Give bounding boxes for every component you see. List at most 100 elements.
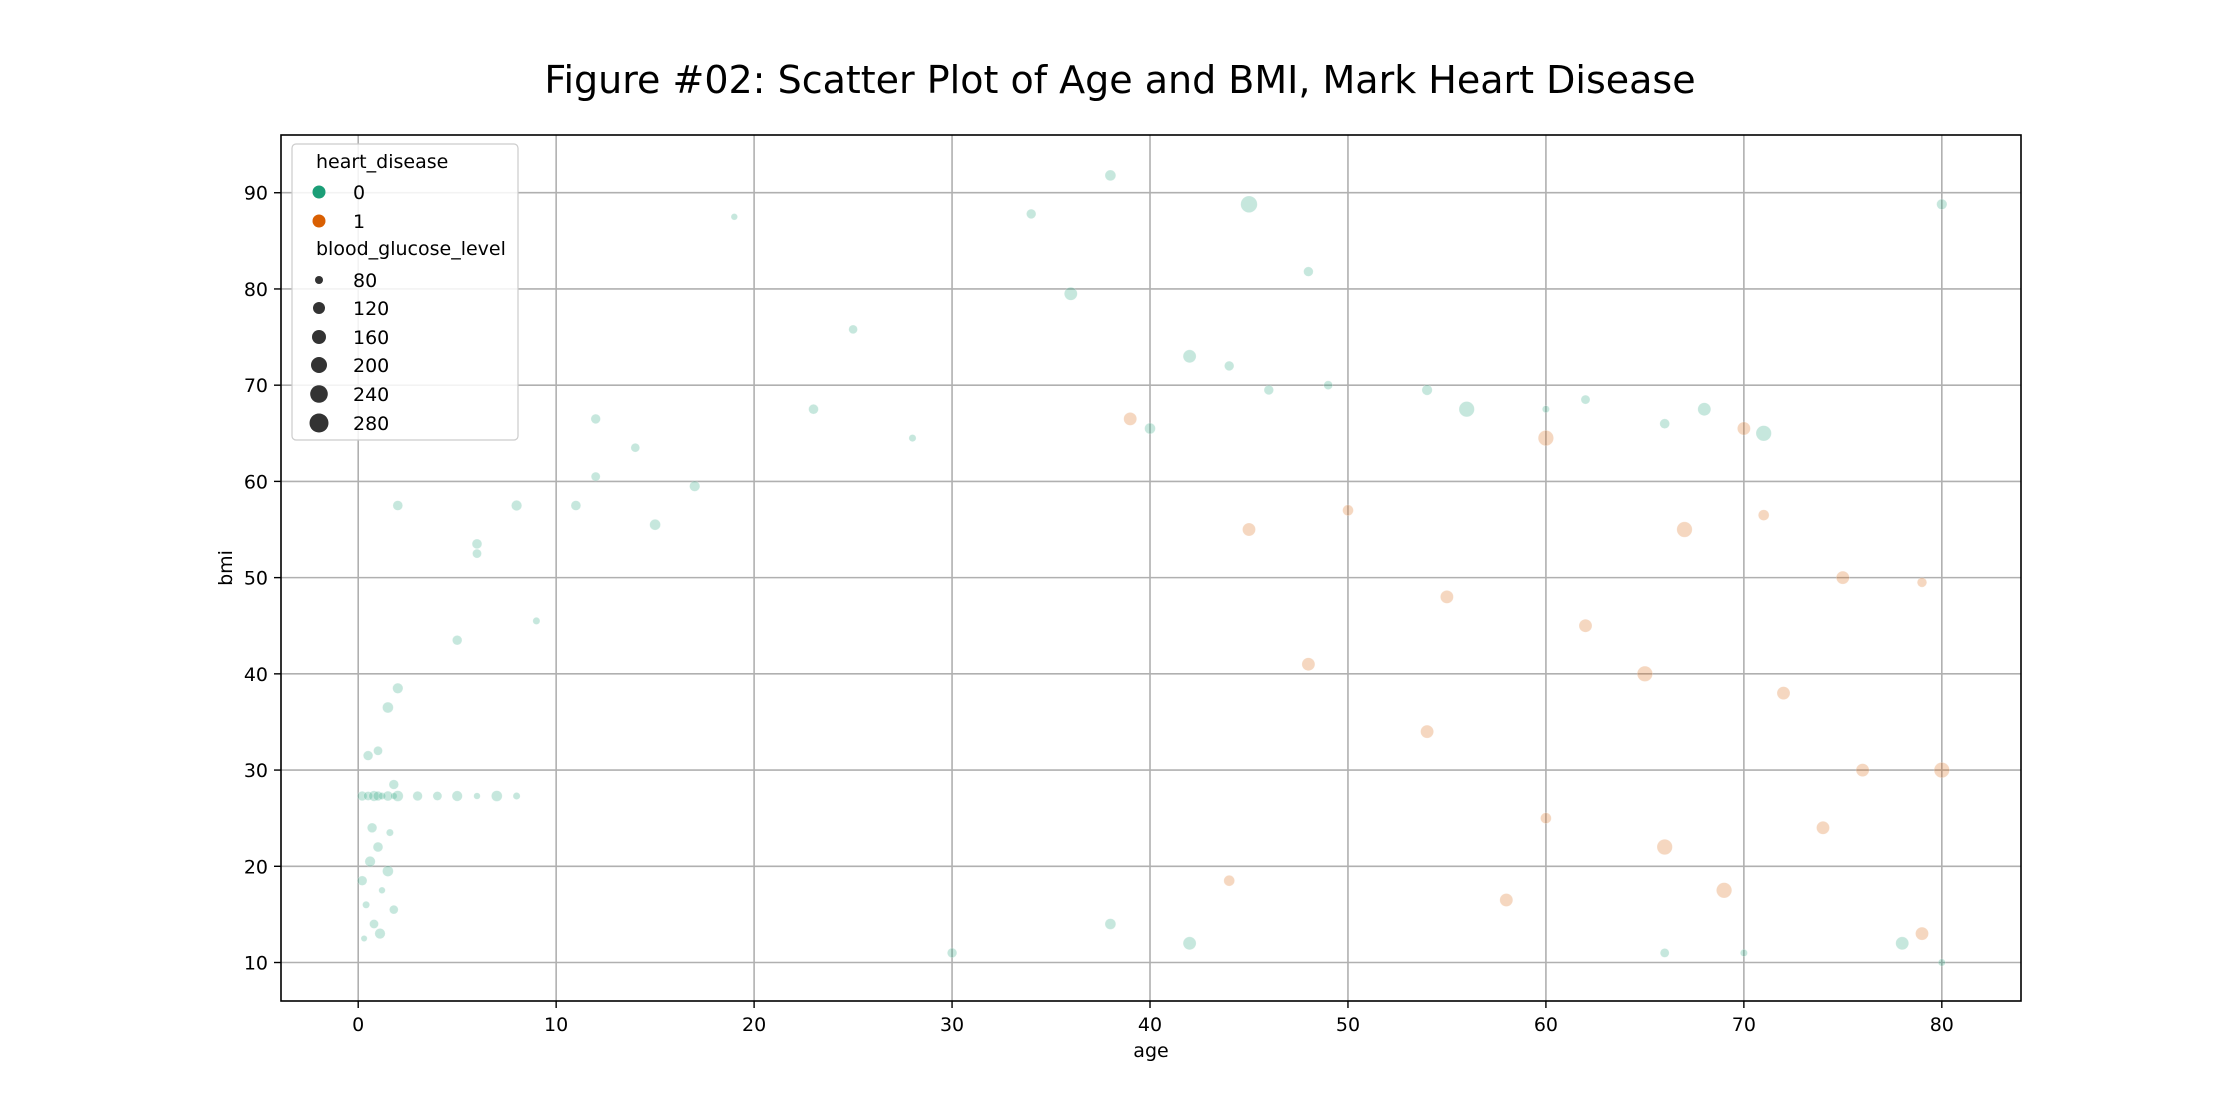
plot-frame bbox=[280, 134, 2022, 1002]
scatter-point-heart-disease-0 bbox=[452, 635, 463, 646]
x-tick-label: 50 bbox=[1336, 1014, 1360, 1036]
scatter-point-heart-disease-0 bbox=[378, 792, 386, 800]
legend-label-heart-disease-1: 1 bbox=[353, 211, 365, 233]
scatter-point-heart-disease-0 bbox=[392, 790, 404, 802]
scatter-point-heart-disease-0 bbox=[511, 499, 523, 511]
scatter-point-heart-disease-0 bbox=[730, 213, 738, 221]
legend-size-marker-200 bbox=[311, 357, 327, 373]
scatter-point-heart-disease-1 bbox=[1342, 504, 1354, 516]
scatter-point-heart-disease-0 bbox=[946, 947, 958, 959]
x-axis-label: age bbox=[1133, 1040, 1168, 1062]
scatter-point-heart-disease-0 bbox=[1323, 380, 1333, 390]
scatter-point-heart-disease-0 bbox=[689, 480, 701, 492]
scatter-point-heart-disease-1 bbox=[1540, 812, 1552, 824]
scatter-point-heart-disease-0 bbox=[1182, 936, 1197, 951]
y-axis-label: bmi bbox=[215, 550, 237, 586]
scatter-point-heart-disease-1 bbox=[1716, 882, 1733, 899]
scatter-point-heart-disease-0 bbox=[491, 790, 503, 802]
y-tick-label: 60 bbox=[244, 471, 268, 493]
scatter-point-heart-disease-0 bbox=[1697, 402, 1712, 417]
scatter-point-heart-disease-0 bbox=[357, 875, 368, 886]
chart-title: Figure #02: Scatter Plot of Age and BMI,… bbox=[544, 58, 1696, 102]
scatter-point-heart-disease-0 bbox=[649, 518, 661, 531]
scatter-point-heart-disease-0 bbox=[630, 443, 640, 453]
x-tick-label: 70 bbox=[1732, 1014, 1756, 1036]
x-tick-label: 60 bbox=[1534, 1014, 1558, 1036]
y-tick-label: 50 bbox=[244, 568, 268, 590]
scatter-point-heart-disease-1 bbox=[1578, 618, 1593, 633]
scatter-point-heart-disease-0 bbox=[908, 434, 917, 442]
scatter-point-heart-disease-0 bbox=[372, 841, 384, 853]
legend-marker-heart-disease-0 bbox=[312, 185, 326, 199]
grid-lines bbox=[281, 135, 2021, 1001]
scatter-point-heart-disease-0 bbox=[532, 617, 541, 625]
legend-size-title: blood_glucose_level bbox=[316, 238, 506, 260]
x-tick-label: 10 bbox=[544, 1014, 568, 1036]
scatter-point-heart-disease-0 bbox=[590, 413, 601, 425]
scatter-point-heart-disease-0 bbox=[367, 822, 378, 833]
scatter-point-heart-disease-1 bbox=[1537, 430, 1554, 447]
scatter-point-heart-disease-0 bbox=[1224, 360, 1235, 372]
legend-marker-heart-disease-1 bbox=[312, 214, 326, 228]
scatter-point-heart-disease-1 bbox=[1816, 820, 1830, 835]
scatter-point-heart-disease-0 bbox=[1895, 936, 1909, 951]
scatter-point-heart-disease-1 bbox=[1676, 521, 1693, 538]
scatter-point-heart-disease-0 bbox=[451, 790, 463, 802]
scatter-point-heart-disease-1 bbox=[1933, 762, 1950, 779]
scatter-point-heart-disease-0 bbox=[392, 682, 404, 694]
legend-hue-title: heart_disease bbox=[316, 151, 448, 173]
legend-size-marker-160 bbox=[312, 330, 326, 344]
y-tick-label: 10 bbox=[244, 953, 268, 975]
legend-size-label-80: 80 bbox=[353, 270, 377, 292]
scatter-point-heart-disease-1 bbox=[1440, 590, 1454, 604]
scatter-point-heart-disease-0 bbox=[1026, 208, 1037, 219]
y-tick-label: 40 bbox=[244, 664, 268, 686]
scatter-point-heart-disease-1 bbox=[1757, 509, 1770, 521]
data-points bbox=[357, 169, 1950, 967]
scatter-point-heart-disease-0 bbox=[382, 701, 394, 714]
scatter-point-heart-disease-0 bbox=[848, 324, 858, 335]
legend-size-label-160: 160 bbox=[353, 327, 389, 349]
x-tick-label: 20 bbox=[742, 1014, 766, 1036]
scatter-point-heart-disease-0 bbox=[1421, 384, 1433, 396]
scatter-point-heart-disease-0 bbox=[363, 791, 373, 801]
scatter-point-heart-disease-0 bbox=[1144, 422, 1156, 435]
scatter-point-heart-disease-0 bbox=[389, 904, 399, 915]
scatter-point-heart-disease-0 bbox=[385, 828, 394, 837]
legend-size-marker-80 bbox=[315, 276, 323, 284]
scatter-point-heart-disease-1 bbox=[1499, 893, 1514, 907]
scatter-point-heart-disease-1 bbox=[1916, 577, 1928, 588]
x-tick-label: 40 bbox=[1138, 1014, 1162, 1036]
scatter-point-heart-disease-0 bbox=[412, 790, 423, 802]
scatter-point-heart-disease-0 bbox=[1240, 195, 1258, 213]
scatter-point-heart-disease-1 bbox=[1776, 686, 1791, 700]
legend-size-marker-240 bbox=[310, 385, 328, 403]
legend-size-label-200: 200 bbox=[353, 355, 389, 377]
scatter-point-heart-disease-0 bbox=[1755, 425, 1772, 442]
scatter-point-heart-disease-0 bbox=[392, 500, 403, 511]
scatter-point-heart-disease-0 bbox=[364, 855, 376, 867]
scatter-point-heart-disease-0 bbox=[472, 548, 482, 559]
scatter-point-heart-disease-0 bbox=[373, 745, 383, 756]
legend-size-marker-120 bbox=[313, 302, 325, 314]
legend-size-label-120: 120 bbox=[353, 298, 389, 320]
x-tick-label: 0 bbox=[352, 1014, 364, 1036]
scatter-point-heart-disease-0 bbox=[1263, 384, 1274, 396]
scatter-point-heart-disease-1 bbox=[1737, 421, 1751, 436]
scatter-point-heart-disease-1 bbox=[1223, 874, 1235, 887]
scatter-point-heart-disease-0 bbox=[1303, 266, 1314, 277]
scatter-point-heart-disease-0 bbox=[382, 865, 394, 877]
y-tick-label: 70 bbox=[244, 375, 268, 397]
scatter-point-heart-disease-1 bbox=[1123, 412, 1137, 426]
scatter-point-heart-disease-0 bbox=[1936, 198, 1948, 210]
scatter-point-heart-disease-1 bbox=[1836, 570, 1850, 585]
scatter-point-heart-disease-0 bbox=[570, 500, 582, 511]
scatter-point-heart-disease-0 bbox=[368, 790, 380, 802]
scatter-point-heart-disease-0 bbox=[1064, 286, 1078, 301]
legend-size-label-240: 240 bbox=[353, 384, 389, 406]
scatter-point-heart-disease-0 bbox=[1937, 958, 1946, 967]
scatter-point-heart-disease-0 bbox=[360, 935, 368, 942]
y-tick-label: 30 bbox=[244, 760, 268, 782]
scatter-point-heart-disease-0 bbox=[432, 791, 443, 801]
